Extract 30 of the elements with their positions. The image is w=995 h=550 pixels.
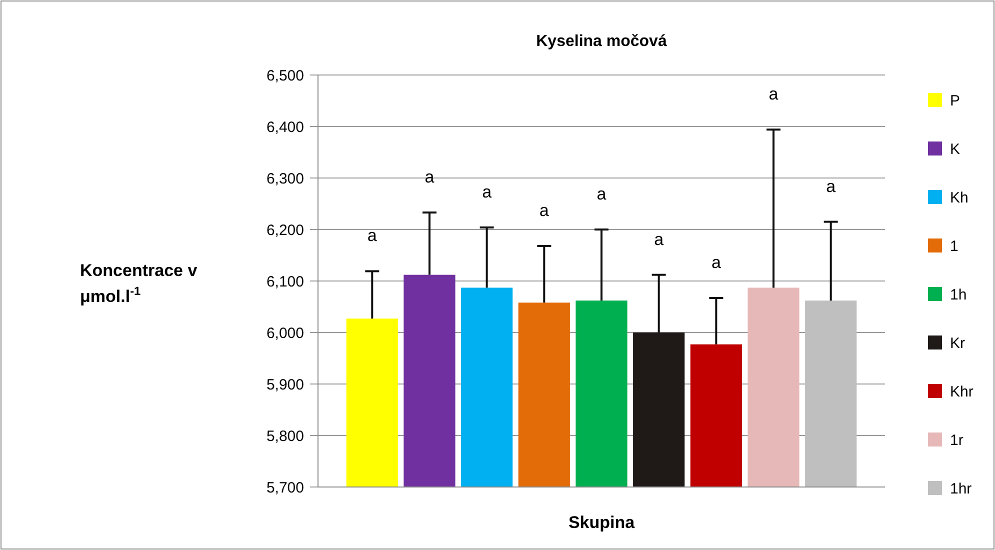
legend-label: 1r (950, 432, 964, 449)
y-tick-label: 6,400 (266, 118, 304, 136)
y-tick-label: 5,800 (266, 428, 304, 445)
annotation: a (768, 84, 779, 104)
y-tick-label: 5,700 (266, 479, 304, 496)
annotation: a (596, 184, 607, 204)
y-tick-label: 6,000 (266, 324, 304, 342)
annotation: a (539, 200, 550, 220)
x-axis-title: Skupina (568, 513, 636, 532)
legend-label: 1 (950, 238, 958, 255)
legend-label: 1hr (950, 480, 972, 498)
annotation: a (711, 252, 722, 272)
y-tick-label: 5,900 (266, 376, 304, 394)
legend-label: Kr (950, 334, 966, 352)
legend-label: Kh (950, 189, 968, 206)
y-axis-title: Koncentrace v μmol.l$^{-1}$ (80, 261, 198, 306)
annotation: a (424, 168, 435, 187)
y-tick-label: 6,200 (266, 222, 304, 239)
annotation: a (482, 182, 492, 202)
annotation: a (654, 230, 664, 249)
y-tick-label: 6,100 (266, 273, 304, 290)
y-tick-label: 6,500 (266, 67, 304, 84)
legend-label: K (950, 140, 960, 158)
annotation: a (826, 176, 836, 196)
legend-label: 1h (950, 286, 967, 304)
y-tick-label: 6,300 (266, 170, 304, 188)
legend-label: Khr (950, 383, 974, 400)
legend-label: P (950, 92, 960, 110)
chart-title: Kyselina močová (536, 33, 667, 50)
annotation: a (367, 226, 378, 246)
